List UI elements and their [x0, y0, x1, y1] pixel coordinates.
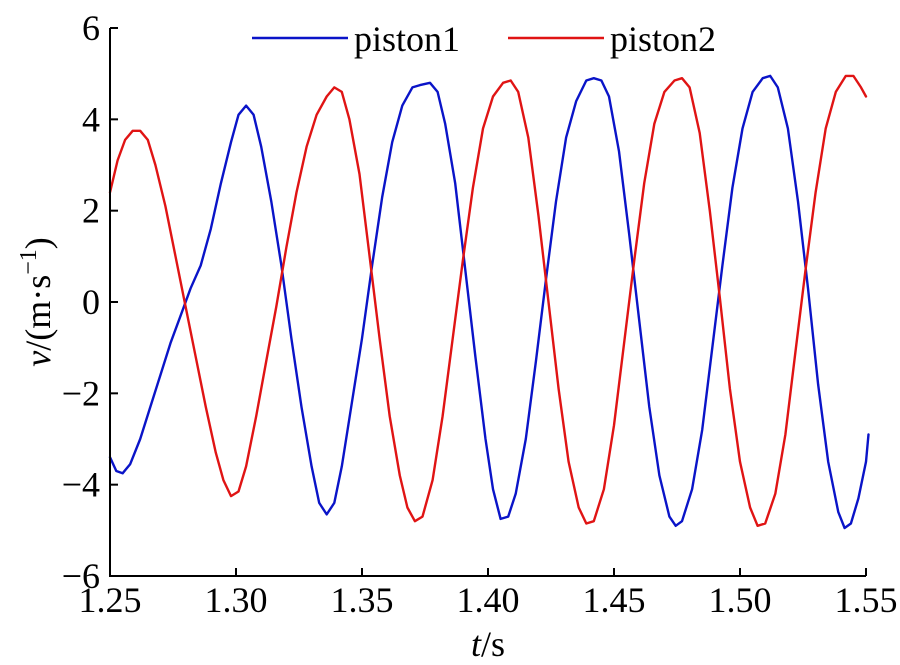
- y-axis-var: v: [18, 351, 58, 367]
- y-tick-label: −6: [62, 556, 100, 596]
- y-tick-label: −2: [62, 373, 100, 413]
- y-tick-label: 4: [82, 99, 100, 139]
- legend-label-piston2: piston2: [610, 19, 716, 59]
- x-tick-label: 1.30: [205, 580, 268, 620]
- series-line-piston2: [108, 74, 868, 527]
- x-tick-label: 1.45: [583, 580, 646, 620]
- x-tick-label: 1.40: [457, 580, 520, 620]
- y-tick-label: −4: [62, 465, 100, 505]
- axes-frame: [109, 28, 866, 577]
- y-tick-label: 2: [82, 191, 100, 231]
- y-axis-unit: /(m·s: [18, 275, 58, 351]
- x-axis-var: t: [471, 624, 482, 664]
- x-axis-title: t/s: [471, 624, 505, 664]
- y-axis-close: ): [18, 237, 58, 249]
- legend-label-piston1: piston1: [354, 19, 460, 59]
- y-tick-label: 0: [82, 282, 100, 322]
- x-tick-label: 1.35: [331, 580, 394, 620]
- x-tick-label: 1.55: [835, 580, 898, 620]
- y-tick-label: 6: [82, 8, 100, 48]
- series-layer: [108, 74, 870, 530]
- x-axis-unit: /s: [481, 624, 505, 664]
- ticks-layer: 1.25 1.30 1.35 1.40 1.45 1.50 1.55 −6 −4 −2 0 2 4 6: [62, 8, 898, 620]
- y-axis-title: v/(m·s−1): [16, 237, 58, 367]
- series-line-piston1: [108, 74, 870, 530]
- y-axis-exponent: −1: [16, 249, 42, 275]
- x-tick-label: 1.50: [709, 580, 772, 620]
- x-tick-label: 1.25: [79, 580, 142, 620]
- legend: piston1 piston2: [252, 19, 716, 59]
